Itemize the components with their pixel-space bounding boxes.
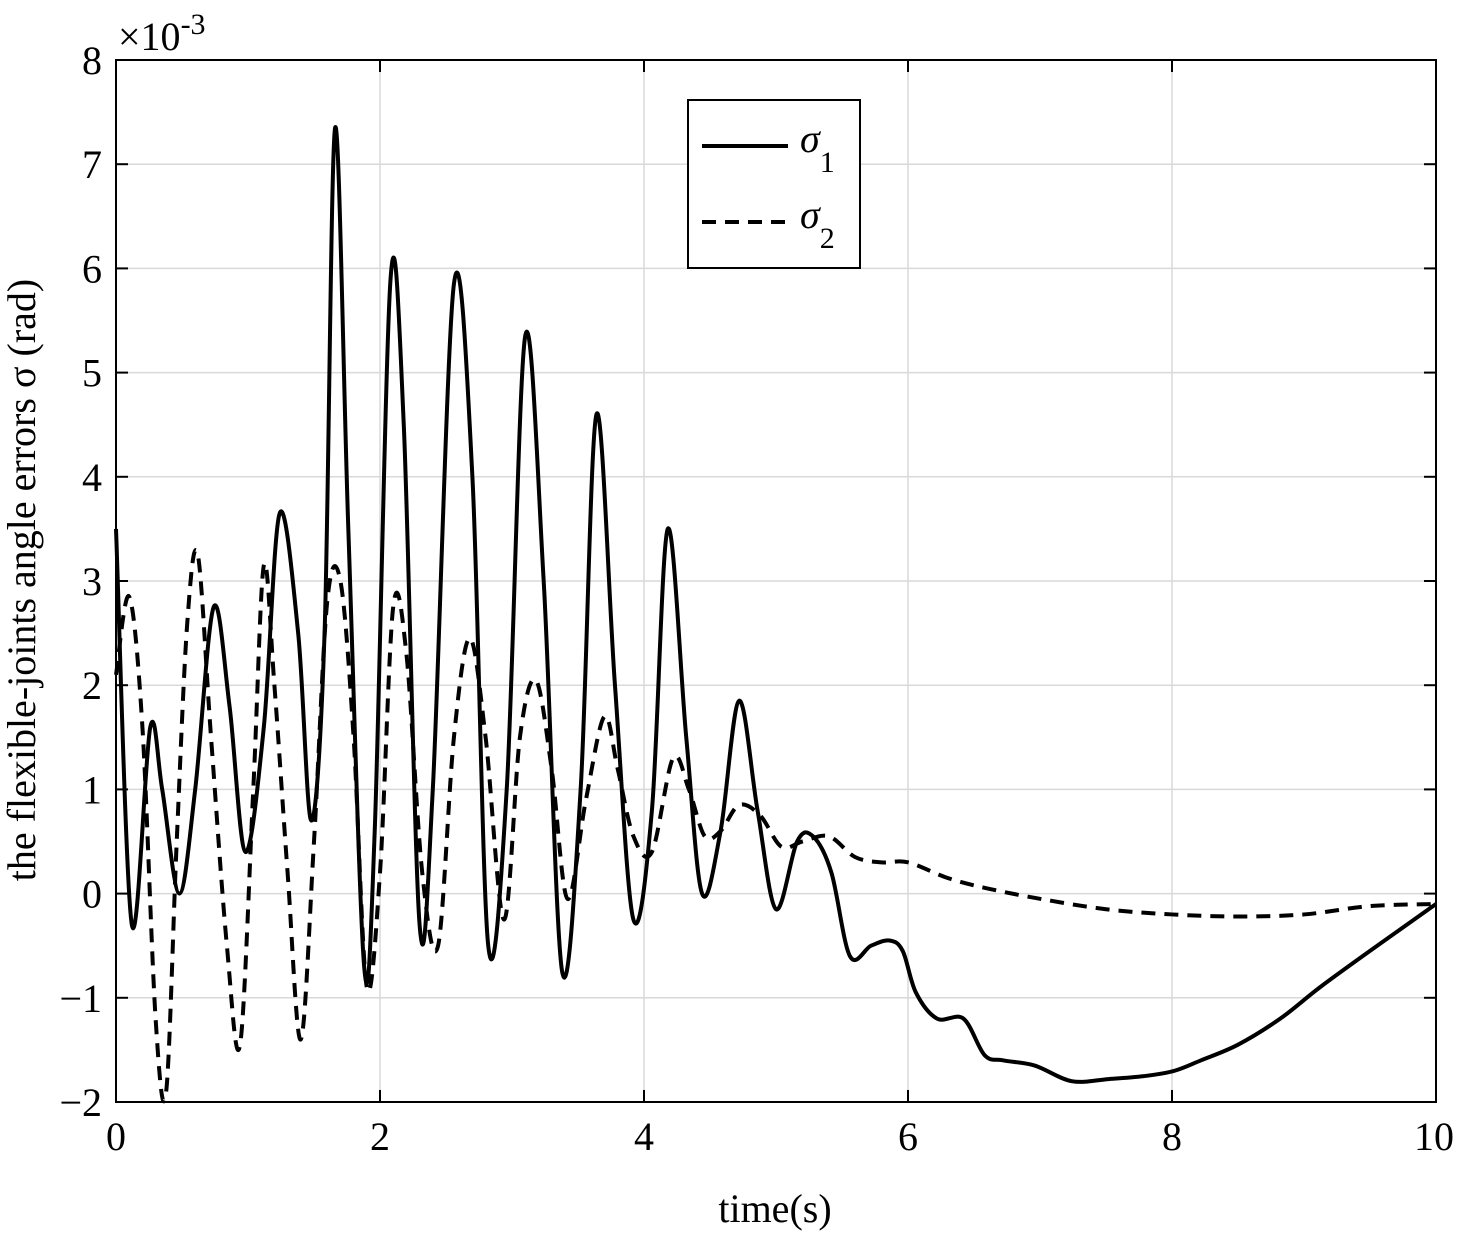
- legend-sigma1-subscript: 1: [820, 146, 835, 179]
- y-tick-label: 7: [82, 142, 102, 187]
- legend-box: [687, 99, 861, 269]
- y-tick-label: 6: [82, 246, 102, 291]
- series-line-σ2: [114, 548, 1437, 1104]
- y-exponent-label: ×10-3: [118, 8, 206, 59]
- y-exponent-power: -3: [181, 8, 206, 41]
- y-tick-label: −2: [59, 1080, 102, 1125]
- legend-sigma2-subscript: 2: [820, 222, 835, 255]
- ticks: 0 2 4 6 8 10 −2 −1 0 1 2 3 4 5 6 7 8: [59, 38, 1454, 1159]
- x-tick-label: 10: [1414, 1114, 1454, 1159]
- y-exponent-base: ×10: [118, 14, 181, 59]
- x-tick-label: 4: [634, 1114, 654, 1159]
- y-tick-label: 4: [82, 455, 102, 500]
- y-tick-label: 3: [82, 559, 102, 604]
- x-tick-label: 2: [370, 1114, 390, 1159]
- x-tick-label: 8: [1162, 1114, 1182, 1159]
- series-layer: [114, 125, 1438, 1104]
- y-tick-label: 2: [82, 663, 102, 708]
- y-tick-label: 0: [82, 872, 102, 917]
- legend-label-sigma1: σ1: [800, 116, 835, 179]
- y-axis-label: the flexible-joints angle errors σ (rad): [0, 279, 44, 881]
- legend-label-sigma2: σ2: [800, 192, 835, 255]
- y-tick-label: 8: [82, 38, 102, 83]
- y-tick-label: 5: [82, 351, 102, 396]
- y-tick-label: −1: [59, 976, 102, 1021]
- x-tick-label: 0: [106, 1114, 126, 1159]
- legend-sigma2-symbol: σ: [800, 192, 821, 237]
- series-line-σ1: [114, 125, 1438, 1084]
- y-tick-label: 1: [82, 767, 102, 812]
- legend-sigma1-symbol: σ: [800, 116, 821, 161]
- x-tick-label: 6: [898, 1114, 918, 1159]
- legend: σ1 σ2: [687, 99, 861, 269]
- x-axis-label: time(s): [718, 1186, 831, 1231]
